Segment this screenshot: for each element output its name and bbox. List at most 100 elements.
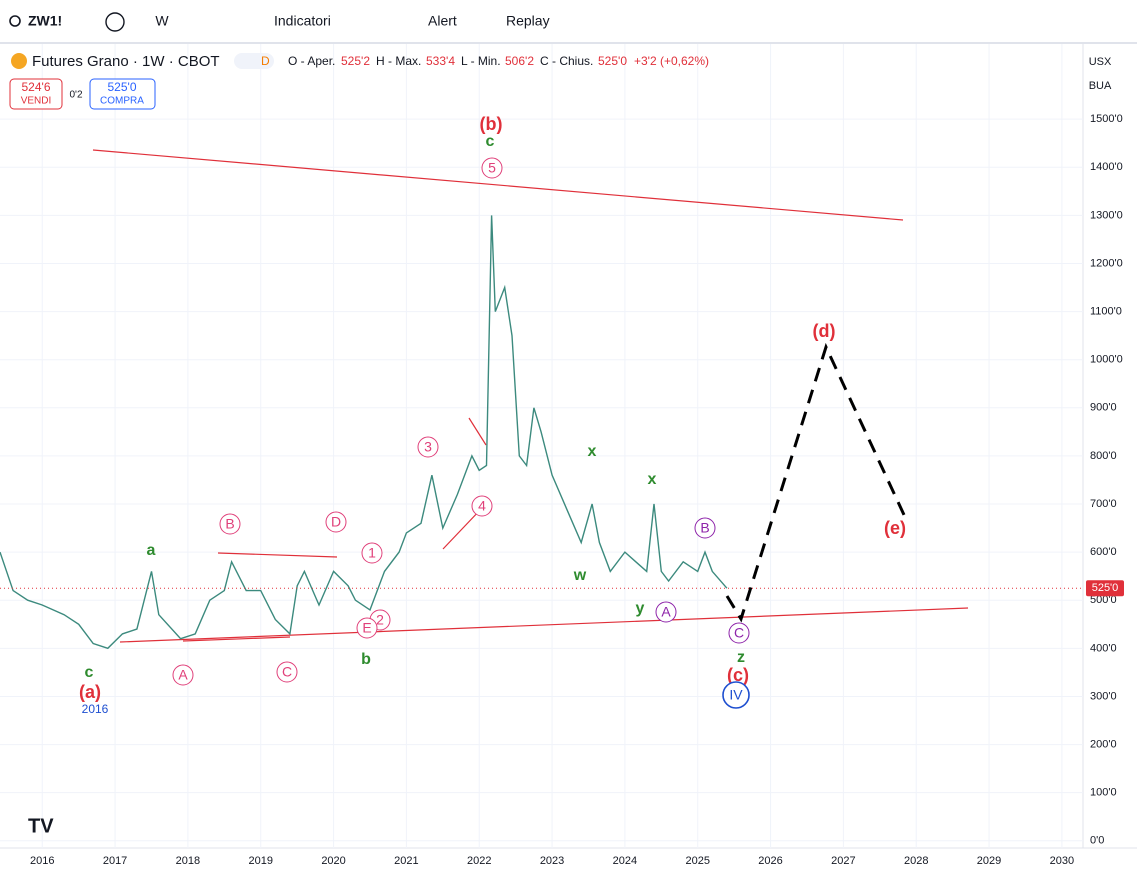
alert[interactable]: Alert	[428, 13, 457, 29]
y-tick-label: 100'0	[1090, 787, 1117, 799]
indicators[interactable]: Indicatori	[274, 13, 331, 29]
wave-label: y	[636, 600, 645, 617]
wave-label: A	[661, 604, 671, 620]
search-icon[interactable]	[9, 15, 21, 27]
low: 506'2	[505, 54, 534, 68]
interval[interactable]: W	[155, 13, 169, 29]
wave-label: (a)	[79, 682, 101, 702]
y-tick-label: 700'0	[1090, 498, 1117, 510]
tv-logo: TV	[28, 815, 54, 837]
wave-label: (e)	[884, 518, 906, 538]
unit[interactable]: BUA	[1089, 80, 1112, 92]
wave-label: x	[588, 443, 597, 460]
replay[interactable]: Replay	[506, 13, 550, 29]
projection	[725, 342, 907, 623]
buy-button[interactable]	[89, 78, 156, 110]
wave-circle	[356, 617, 378, 639]
y-tick-label: 800'0	[1090, 450, 1117, 462]
wave-circle	[694, 517, 716, 539]
trendline	[92, 149, 904, 221]
y-tick-label: 1300'0	[1090, 209, 1123, 221]
x-tick-label: 2017	[103, 855, 127, 867]
wave-label: 5	[488, 160, 496, 176]
wave-label: (c)	[727, 665, 749, 685]
x-tick-label: 2027	[831, 855, 855, 867]
wave-circle	[722, 681, 750, 709]
wave-label: 4	[478, 498, 486, 514]
trendline	[217, 552, 338, 558]
wave-label: (d)	[813, 321, 836, 341]
x-tick-label: 2029	[977, 855, 1001, 867]
wave-circle	[655, 601, 677, 623]
wave-circle	[471, 495, 493, 517]
wave-circle	[361, 542, 383, 564]
buy-price: 525'0	[108, 80, 137, 94]
y-tick-label: 600'0	[1090, 546, 1117, 558]
change: +3'2 (+0,62%)	[634, 54, 709, 68]
wave-label: 2016	[82, 702, 109, 716]
wave-circle	[481, 157, 503, 179]
buy-label: COMPRA	[100, 96, 144, 107]
wave-circle	[172, 664, 194, 686]
wave-label: z	[737, 649, 745, 666]
y-tick-label: 300'0	[1090, 690, 1117, 702]
close: 525'0	[598, 54, 627, 68]
price-line	[0, 215, 728, 650]
wave-label: a	[147, 542, 156, 559]
x-tick-label: 2016	[30, 855, 54, 867]
y-tick-label: 900'0	[1090, 402, 1117, 414]
trendline	[119, 607, 969, 643]
wave-circle	[276, 661, 298, 683]
symbol[interactable]: ZW1!	[28, 13, 62, 29]
sell-label: VENDI	[21, 96, 52, 107]
wave-label: A	[178, 667, 188, 683]
open-label: O - Aper.	[288, 54, 335, 68]
wave-label: C	[282, 664, 292, 680]
wave-label: 2	[376, 612, 384, 628]
y-tick-label: 1400'0	[1090, 161, 1123, 173]
wave-circle	[219, 513, 241, 535]
wave-label: IV	[729, 687, 743, 703]
x-tick-label: 2021	[394, 855, 418, 867]
high: 533'4	[426, 54, 455, 68]
wave-circle	[325, 511, 347, 533]
high-label: H - Max.	[376, 54, 421, 68]
wave-label: B	[225, 516, 234, 532]
add-icon[interactable]	[105, 12, 125, 32]
x-tick-label: 2028	[904, 855, 928, 867]
wave-label: (b)	[480, 114, 503, 134]
y-tick-label: 200'0	[1090, 738, 1117, 750]
trendline	[182, 636, 291, 642]
wave-label: B	[700, 520, 709, 536]
y-tick-label: 1200'0	[1090, 257, 1123, 269]
wave-circle	[417, 436, 439, 458]
wave-label: b	[361, 651, 371, 668]
y-tick-label: 1100'0	[1090, 305, 1122, 317]
wave-circle	[728, 622, 750, 644]
currency[interactable]: USX	[1089, 56, 1112, 68]
wave-label: 1	[368, 545, 376, 561]
badge: D	[261, 54, 270, 68]
x-tick-label: 2018	[176, 855, 200, 867]
logo	[11, 53, 27, 69]
legend-name: Futures Grano · 1W · CBOT	[32, 53, 220, 70]
x-tick-label: 2019	[248, 855, 272, 867]
price-axis	[1083, 44, 1137, 873]
badge-bg	[234, 53, 274, 69]
trendline	[468, 417, 487, 446]
low-label: L - Min.	[461, 54, 501, 68]
open: 525'2	[341, 54, 370, 68]
y-tick-label: 400'0	[1090, 642, 1117, 654]
x-tick-label: 2025	[685, 855, 709, 867]
y-tick-label: 500'0	[1090, 594, 1117, 606]
close-label: C - Chius.	[540, 54, 593, 68]
x-tick-label: 2026	[758, 855, 782, 867]
sell-button[interactable]	[9, 78, 63, 110]
y-tick-label: 1500'0	[1090, 113, 1123, 125]
x-tick-label: 2022	[467, 855, 491, 867]
wave-label: C	[734, 625, 744, 641]
spread: 0'2	[69, 90, 82, 101]
x-tick-label: 2030	[1050, 855, 1074, 867]
